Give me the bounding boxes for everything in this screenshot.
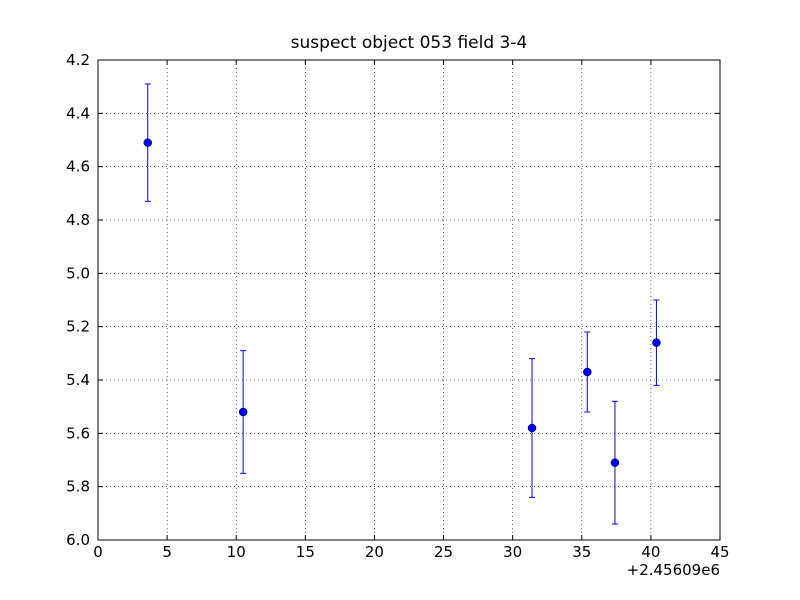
x-tick-label: 30 bbox=[503, 543, 522, 561]
x-tick-label: 35 bbox=[572, 543, 591, 561]
y-tick-label: 5.0 bbox=[66, 264, 90, 282]
y-tick-label: 5.8 bbox=[66, 478, 90, 496]
data-point bbox=[527, 423, 537, 433]
y-tick-label: 5.2 bbox=[66, 318, 90, 336]
x-tick-label: 20 bbox=[365, 543, 384, 561]
plot-frame bbox=[97, 59, 721, 541]
data-point bbox=[143, 138, 153, 147]
data-point bbox=[652, 338, 661, 347]
x-tick-label: 25 bbox=[434, 543, 453, 561]
x-tick-label: 40 bbox=[641, 543, 660, 561]
data-point bbox=[583, 367, 592, 377]
x-offset-label: +2.45609e6 bbox=[627, 561, 720, 579]
data-point bbox=[238, 407, 248, 417]
x-tick-label: 5 bbox=[162, 543, 172, 561]
y-tick-label: 5.6 bbox=[66, 424, 90, 442]
x-tick-label: 0 bbox=[93, 543, 103, 561]
x-tick-label: 10 bbox=[227, 543, 246, 561]
y-tick-label: 4.4 bbox=[66, 104, 90, 122]
y-tick-label: 4.2 bbox=[66, 51, 90, 69]
y-tick-label: 4.6 bbox=[66, 158, 90, 176]
data-point bbox=[610, 458, 620, 467]
y-tick-label: 6.0 bbox=[66, 531, 90, 549]
y-tick-label: 5.4 bbox=[66, 371, 90, 389]
x-tick-label: 15 bbox=[296, 543, 315, 561]
y-tick-label: 4.8 bbox=[66, 211, 90, 229]
chart-title: suspect object 053 field 3-4 bbox=[291, 33, 528, 53]
x-tick-label: 45 bbox=[710, 543, 729, 561]
